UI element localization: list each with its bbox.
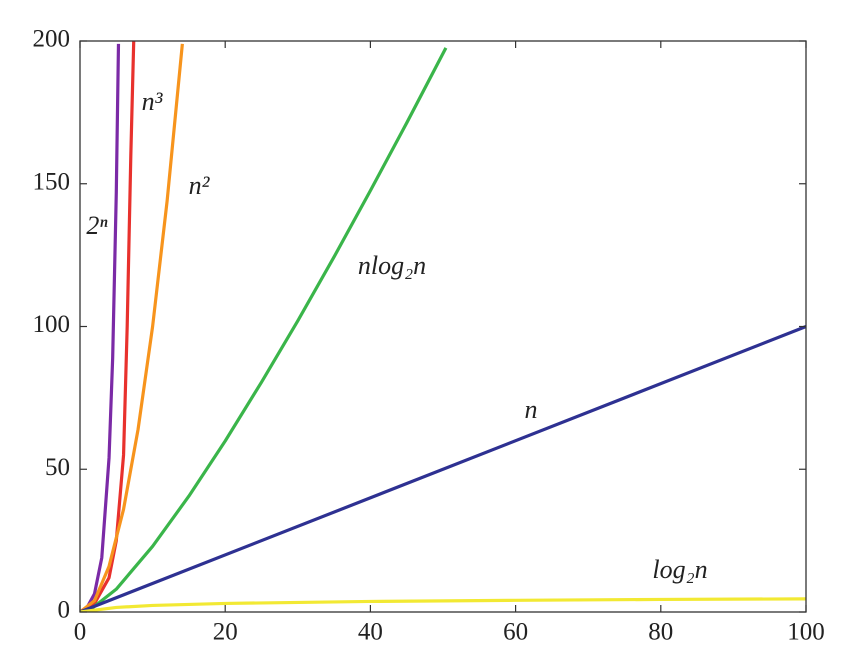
y-tick-label: 50	[45, 454, 70, 481]
plot-area	[80, 41, 806, 612]
series-label: n³	[142, 87, 164, 116]
y-tick-label: 100	[33, 311, 71, 338]
series-line	[80, 47, 448, 612]
series-line	[80, 43, 184, 612]
series-label: n²	[189, 171, 211, 200]
series-label: nlog₂n	[358, 251, 426, 280]
plot-frame	[79, 40, 807, 613]
x-tick-label: 80	[648, 619, 673, 646]
y-tick-label: 0	[58, 597, 71, 624]
series-line	[80, 597, 806, 612]
series-line	[80, 43, 121, 612]
x-tick-label: 60	[503, 619, 528, 646]
series-label: log₂n	[652, 555, 707, 584]
x-tick-label: 40	[358, 619, 383, 646]
series-line	[80, 325, 806, 612]
y-tick-label: 150	[33, 168, 71, 195]
series-line	[80, 41, 136, 612]
x-tick-label: 0	[74, 619, 87, 646]
y-tick-label: 200	[33, 26, 71, 53]
series-label: 2ⁿ	[86, 211, 108, 240]
x-tick-label: 100	[787, 619, 825, 646]
x-tick-label: 20	[213, 619, 238, 646]
series-label: n	[525, 395, 538, 424]
